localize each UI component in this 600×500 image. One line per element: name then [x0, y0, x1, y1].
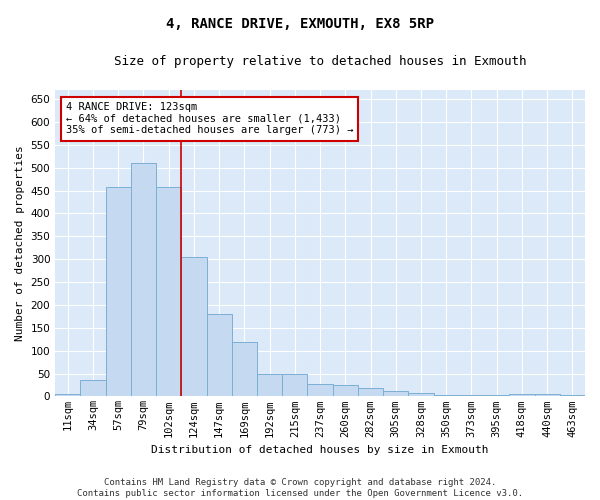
Bar: [459, 395, 484, 396]
Bar: [232, 342, 257, 396]
Bar: [80, 380, 106, 396]
Bar: [282, 374, 307, 396]
X-axis label: Distribution of detached houses by size in Exmouth: Distribution of detached houses by size …: [151, 445, 489, 455]
Bar: [509, 394, 535, 396]
Bar: [332, 385, 358, 396]
Title: Size of property relative to detached houses in Exmouth: Size of property relative to detached ho…: [114, 55, 526, 68]
Bar: [383, 391, 409, 396]
Text: Contains HM Land Registry data © Crown copyright and database right 2024.
Contai: Contains HM Land Registry data © Crown c…: [77, 478, 523, 498]
Bar: [106, 188, 131, 396]
Bar: [358, 388, 383, 396]
Y-axis label: Number of detached properties: Number of detached properties: [15, 146, 25, 341]
Bar: [535, 394, 560, 396]
Bar: [55, 394, 80, 396]
Bar: [307, 384, 332, 396]
Text: 4 RANCE DRIVE: 123sqm
← 64% of detached houses are smaller (1,433)
35% of semi-d: 4 RANCE DRIVE: 123sqm ← 64% of detached …: [66, 102, 353, 136]
Bar: [434, 394, 459, 396]
Bar: [257, 374, 282, 396]
Bar: [409, 393, 434, 396]
Bar: [131, 162, 156, 396]
Bar: [181, 257, 206, 396]
Bar: [560, 395, 585, 396]
Bar: [156, 188, 181, 396]
Text: 4, RANCE DRIVE, EXMOUTH, EX8 5RP: 4, RANCE DRIVE, EXMOUTH, EX8 5RP: [166, 18, 434, 32]
Bar: [206, 314, 232, 396]
